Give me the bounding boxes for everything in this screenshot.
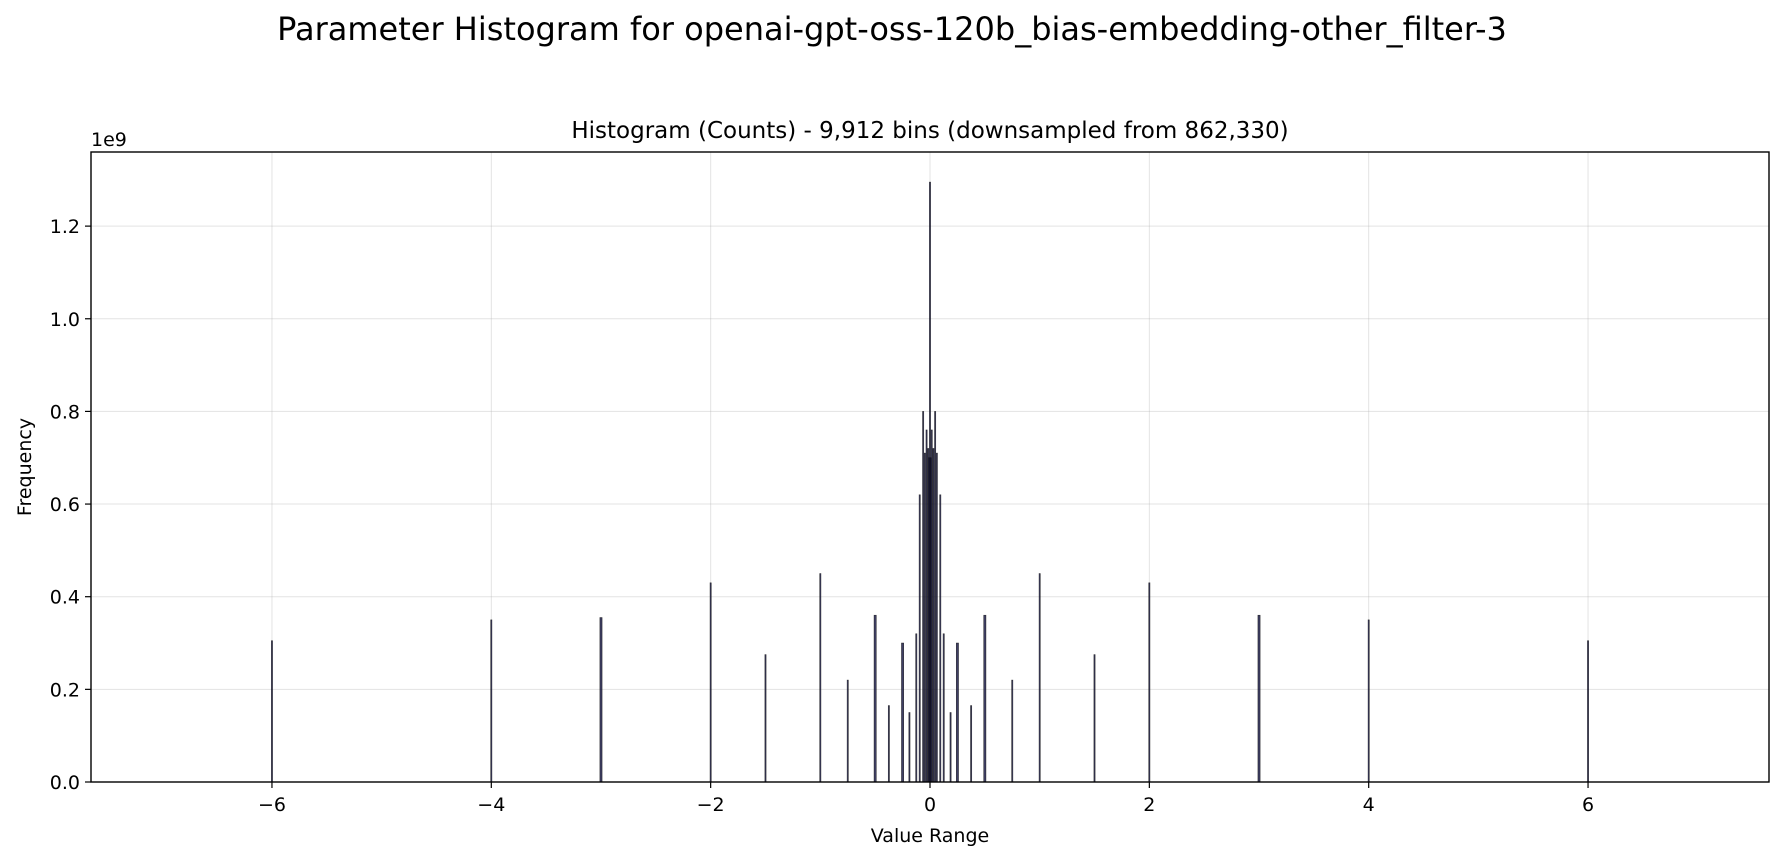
histogram-bar <box>1257 614 1261 783</box>
x-tick-label: 4 <box>1363 794 1375 816</box>
histogram-bar <box>271 640 273 783</box>
histogram-bar <box>935 452 938 783</box>
histogram-bar <box>1148 582 1151 783</box>
histogram-bar <box>922 411 925 783</box>
bars-layer <box>271 181 1589 783</box>
figure-suptitle: Parameter Histogram for openai-gpt-oss-1… <box>277 10 1507 48</box>
histogram-bar <box>930 429 933 783</box>
plot-title: Histogram (Counts) - 9,912 bins (downsam… <box>571 118 1288 144</box>
histogram-bar <box>873 614 877 783</box>
histogram-bar <box>908 712 911 783</box>
histogram-bar <box>949 712 952 783</box>
histogram-bar <box>846 679 849 783</box>
histogram-bar <box>1093 654 1096 783</box>
histogram-bar <box>1011 679 1014 783</box>
y-tick-label: 0.2 <box>50 679 80 701</box>
histogram-bar <box>709 582 712 783</box>
histogram-bar <box>970 705 973 783</box>
x-tick-label: 6 <box>1582 794 1594 816</box>
y-tick-label: 0.0 <box>50 772 80 794</box>
histogram-bar <box>934 411 937 783</box>
y-axis-label: Frequency <box>14 418 36 516</box>
x-tick-label: −6 <box>258 794 286 816</box>
x-tick-label: −2 <box>697 794 725 816</box>
histogram-bar <box>819 573 822 783</box>
x-axis-label: Value Range <box>871 825 989 847</box>
histogram-bar <box>956 642 959 783</box>
x-tick-label: 0 <box>924 794 936 816</box>
histogram-bar <box>923 452 926 783</box>
histogram-bar <box>1587 640 1589 783</box>
histogram-bar <box>1038 573 1041 783</box>
y-offset-label: 1e9 <box>91 129 127 151</box>
histogram-bar <box>932 448 935 783</box>
histogram-bar <box>599 617 603 783</box>
x-tick-label: −4 <box>477 794 505 816</box>
y-tick-label: 1.0 <box>50 309 80 331</box>
y-tick-label: 1.2 <box>50 216 80 238</box>
histogram-bar <box>887 705 890 783</box>
histogram-bar <box>490 619 493 783</box>
x-tick-label: 2 <box>1143 794 1155 816</box>
histogram-bar <box>1367 619 1370 783</box>
histogram-bar <box>983 614 987 783</box>
histogram-bar <box>939 494 942 783</box>
y-tick-label: 0.8 <box>50 401 80 423</box>
y-tick-label: 0.6 <box>50 494 80 516</box>
histogram-bar <box>925 429 928 783</box>
histogram-bar <box>915 633 918 783</box>
histogram-bar <box>942 633 945 783</box>
ticks-layer: −6 −4 −2 0 2 4 6 0.0 0.2 0.4 0.6 0.8 1.0 1.2 <box>50 216 1594 816</box>
histogram-bar <box>918 494 921 783</box>
histogram-bar <box>901 642 904 783</box>
histogram-bar <box>764 654 767 783</box>
plot-frame <box>90 151 1770 783</box>
y-tick-label: 0.4 <box>50 587 80 609</box>
